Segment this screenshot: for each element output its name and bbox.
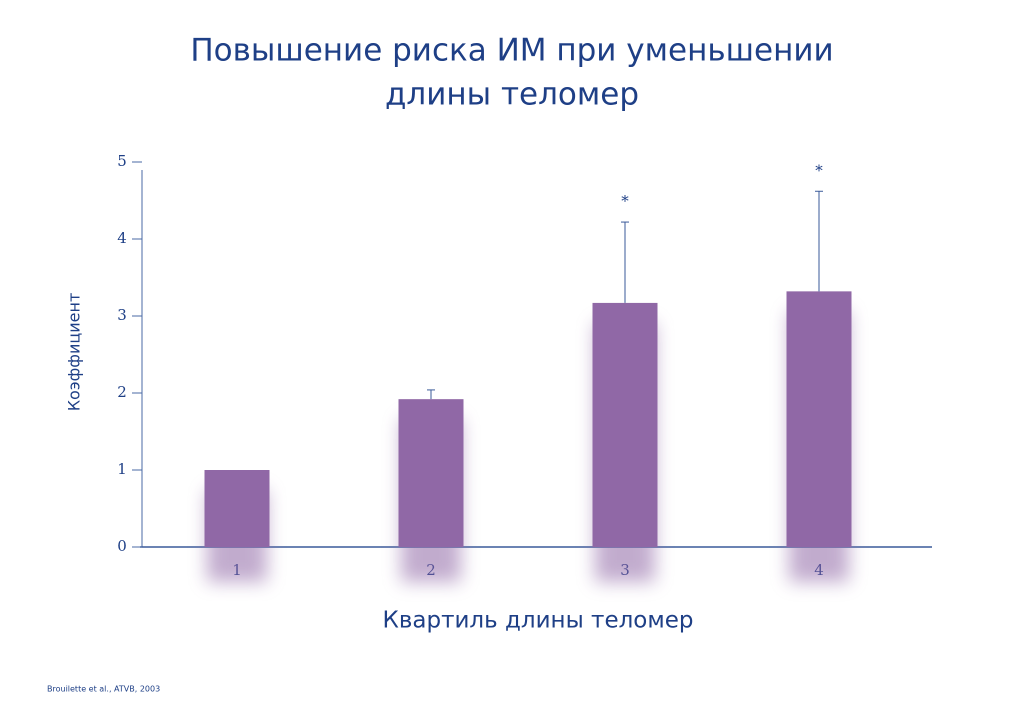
y-tick-label: 0	[117, 537, 127, 555]
y-axis-title: Коэффициент	[65, 293, 84, 412]
annotation: *	[621, 192, 629, 210]
bar	[204, 470, 270, 547]
y-tick-label: 3	[117, 306, 127, 324]
annotation: *	[815, 161, 823, 179]
x-axis-title: Квартиль длины теломер	[383, 608, 694, 634]
y-tick-label: 1	[117, 460, 127, 478]
source-note: Brouilette et al., ATVB, 2003	[47, 685, 160, 694]
bar	[398, 399, 464, 547]
chart-title: Повышение риска ИМ при уменьшении	[190, 33, 833, 69]
chart-title: длины теломер	[385, 77, 639, 113]
y-tick-label: 2	[117, 383, 127, 401]
y-tick-label: 4	[117, 229, 127, 247]
y-tick-label: 5	[117, 152, 127, 170]
bar	[592, 302, 658, 547]
bar	[786, 291, 852, 547]
